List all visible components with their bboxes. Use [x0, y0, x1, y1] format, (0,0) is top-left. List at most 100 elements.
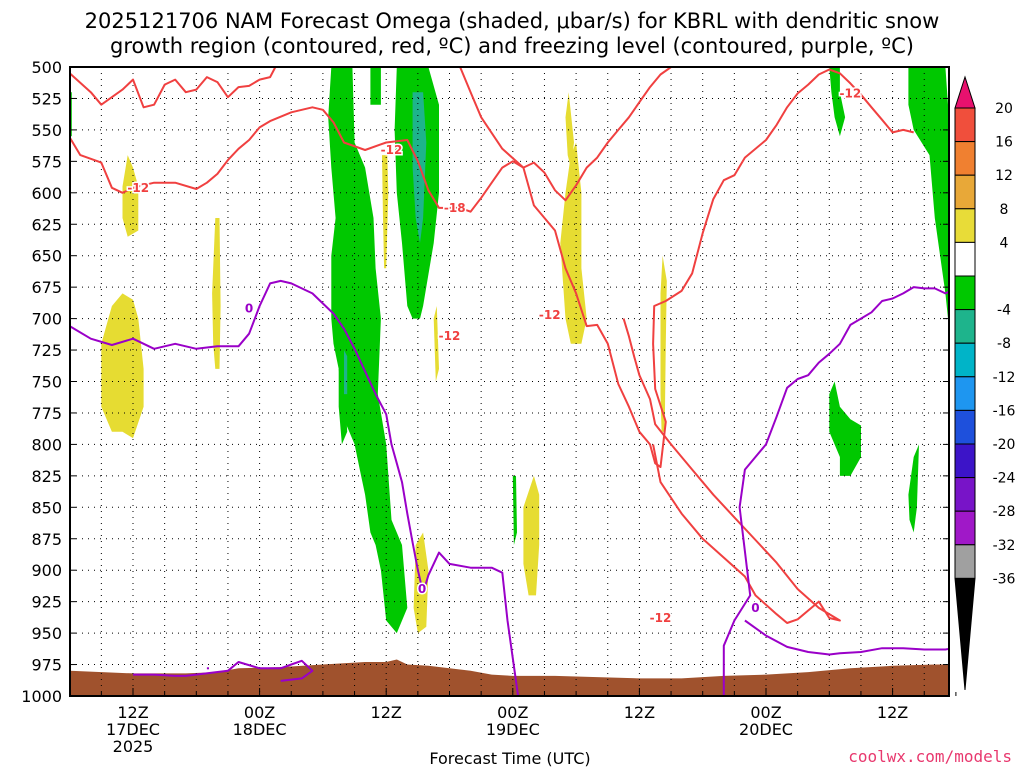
y-tick-label: 925	[31, 593, 62, 612]
freezing-contour	[722, 286, 949, 696]
y-tick-label: 625	[31, 215, 62, 234]
dendritic-contour	[70, 67, 277, 109]
colorbar-segment	[954, 477, 976, 512]
x-tick-label: 12Z	[371, 703, 402, 722]
contour-label: -12	[381, 143, 403, 157]
y-tick-label: 650	[31, 247, 62, 266]
omega-region-green	[908, 444, 919, 533]
colorbar-segment	[954, 510, 976, 546]
colorbar-label: 4	[1000, 235, 1009, 251]
colorbar-segment	[954, 342, 976, 378]
colorbar-segment	[954, 141, 976, 176]
contour-label: 0	[418, 582, 426, 596]
contour-label: 0	[245, 302, 253, 316]
y-tick-label: 1000	[21, 687, 62, 706]
colorbar-label: -12	[993, 370, 1016, 386]
colorbar-segment	[954, 376, 976, 411]
colorbar-top-arrow	[954, 75, 976, 109]
chart-title-line-1: 2025121706 NAM Forecast Omega (shaded, μ…	[85, 9, 940, 33]
colorbar-label: -16	[993, 403, 1016, 419]
x-tick-label: 19DEC	[486, 720, 540, 739]
colorbar-bottom-arrow	[954, 577, 976, 691]
omega-region-yellow	[122, 155, 139, 237]
y-tick-label: 875	[31, 530, 62, 549]
colorbar-label: 12	[995, 168, 1013, 184]
y-tick-label: 575	[31, 152, 62, 171]
omega-region-green	[512, 475, 517, 545]
terrain-polygon	[70, 659, 949, 696]
y-tick-label: 850	[31, 498, 62, 517]
colorbar-segment	[954, 409, 976, 445]
colorbar-segment	[954, 309, 976, 344]
dendritic-contour	[459, 67, 914, 468]
y-tick-label: 750	[31, 373, 62, 392]
y-tick-label: 525	[31, 89, 62, 108]
x-tick-label: 12Z	[624, 703, 655, 722]
temperature-contours	[70, 67, 949, 696]
y-tick-label: 975	[31, 656, 62, 675]
contour-labels: -12 -12 -18 -12 -12 -12 -12 0 0 0	[126, 85, 863, 627]
omega-region-teal	[344, 350, 348, 395]
x-tick-label: 18DEC	[233, 720, 287, 739]
colorbar-label: -36	[993, 571, 1016, 587]
dendritic-contour	[70, 67, 672, 213]
x-tick-label: 17DEC	[106, 720, 160, 739]
freezing-contour	[133, 659, 314, 682]
omega-region-green	[370, 67, 381, 105]
omega-region-green	[328, 67, 408, 634]
colorbar-segment	[954, 544, 976, 579]
colorbar: 20 16 12 8 4 -4 -8 -12 -16 -20 -24 -28 -32 -36	[954, 75, 1016, 691]
x-tick-label: 20DEC	[739, 720, 793, 739]
colorbar-segment	[954, 275, 976, 311]
omega-region-green	[829, 381, 861, 476]
y-axis-ticks: 500 525 550 575 600 625 650 675 700 725 750 775 800 8…	[21, 58, 949, 706]
y-tick-label: 800	[31, 435, 62, 454]
contour-label: -18	[444, 201, 466, 215]
omega-region-yellow	[101, 293, 144, 439]
omega-region-yellow	[523, 475, 540, 596]
dendritic-contour	[622, 318, 841, 624]
omega-region-yellow	[433, 306, 439, 382]
colorbar-label: 20	[995, 101, 1013, 117]
contour-label: 0	[751, 601, 759, 615]
x-tick-label: 00Z	[244, 703, 275, 722]
terrain-fill	[70, 659, 949, 696]
chart-title-line-2: growth region (contoured, red, ºC) and f…	[110, 34, 914, 58]
colorbar-label: -20	[993, 437, 1016, 453]
y-tick-label: 725	[31, 341, 62, 360]
colorbar-label: 8	[1000, 202, 1009, 218]
omega-region-green	[829, 67, 846, 137]
contour-label: -12	[650, 611, 672, 625]
y-tick-label: 500	[31, 58, 62, 77]
freezing-contour	[70, 279, 520, 696]
y-tick-label: 550	[31, 121, 62, 140]
colorbar-label: -28	[993, 504, 1016, 520]
x-tick-label: 12Z	[117, 703, 148, 722]
watermark: coolwx.com/models	[848, 747, 1012, 766]
x-tick-label: 00Z	[497, 703, 528, 722]
plot-frame	[69, 66, 950, 697]
omega-region-yellow	[660, 255, 667, 432]
omega-region-green	[908, 67, 949, 329]
x-tick-label: 12Z	[877, 703, 908, 722]
colorbar-label: 16	[995, 135, 1013, 151]
colorbar-segment	[954, 443, 976, 479]
omega-region-green	[338, 368, 348, 445]
colorbar-label: -4	[997, 303, 1011, 319]
y-tick-label: 775	[31, 404, 62, 423]
colorbar-segment	[954, 174, 976, 210]
colorbar-segment	[954, 107, 976, 143]
x-tick-label: 00Z	[750, 703, 781, 722]
grid-lines	[70, 67, 949, 696]
colorbar-segment	[954, 208, 976, 243]
y-tick-label: 675	[31, 278, 62, 297]
y-tick-label: 700	[31, 310, 62, 329]
colorbar-label: -24	[993, 471, 1016, 487]
contour-label: -12	[439, 329, 461, 343]
contour-label: -12	[840, 86, 862, 100]
omega-region-yellow	[565, 92, 574, 168]
contour-label: -12	[127, 181, 149, 195]
x-axis-label: Forecast Time (UTC)	[429, 749, 590, 768]
